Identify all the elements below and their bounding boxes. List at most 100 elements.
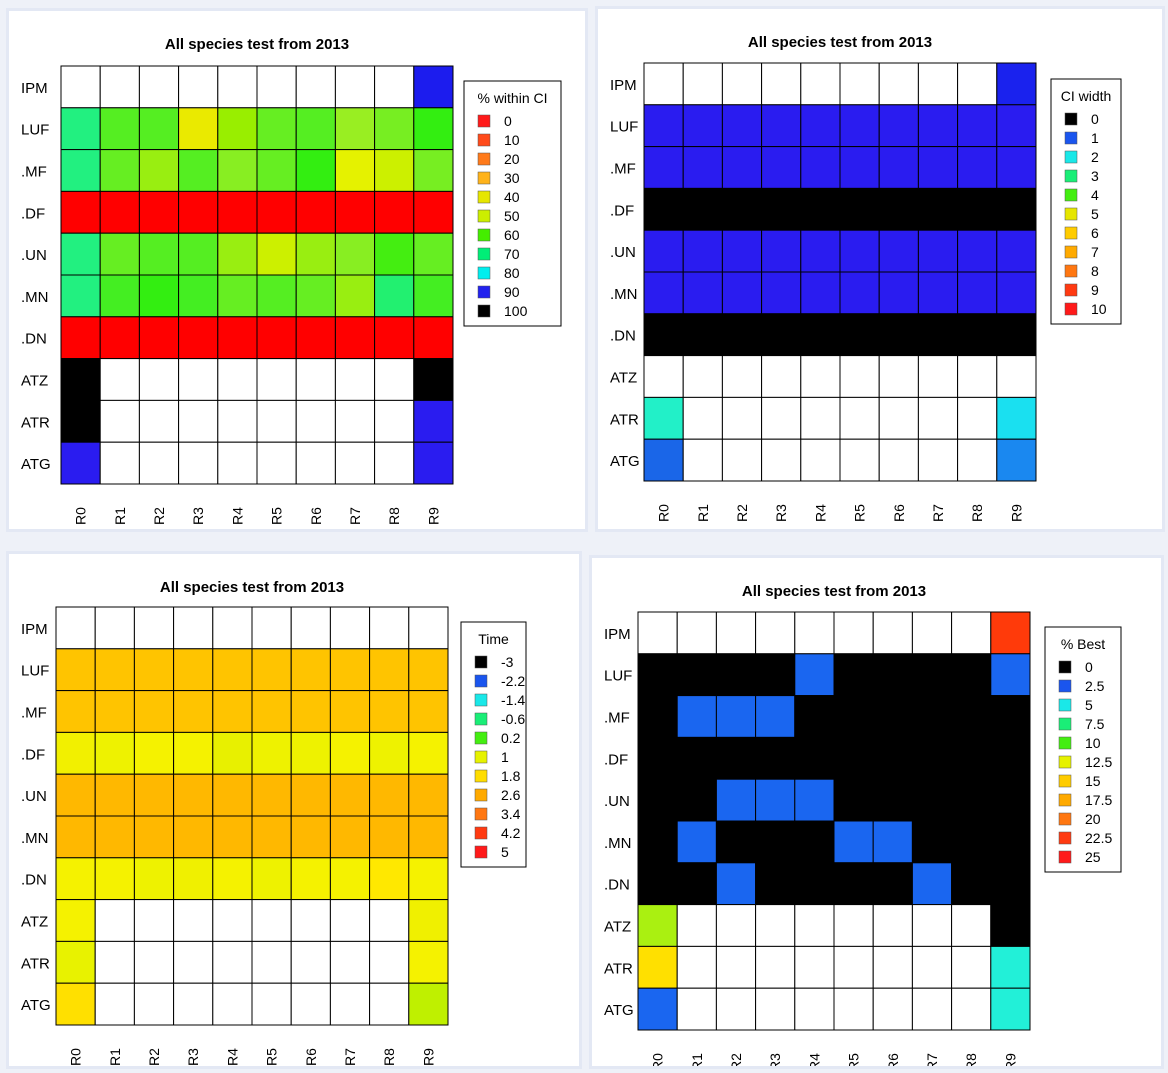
heatmap-cell: [212, 815, 253, 859]
column-label: R4: [806, 1053, 822, 1066]
legend-label: 60: [504, 227, 520, 243]
legend-label: 10: [504, 132, 520, 148]
heatmap-cell: [715, 820, 757, 864]
heatmap-cell: [329, 731, 371, 775]
heatmap-cell: [413, 149, 454, 192]
heatmap-cell: [761, 271, 802, 315]
heatmap-cell: [872, 820, 913, 864]
heatmap-cell: [872, 945, 913, 989]
heatmap-cell: [917, 104, 959, 148]
heatmap-cell: [951, 653, 992, 697]
row-label: ATG: [21, 997, 51, 1014]
heatmap-cell: [138, 399, 180, 443]
heatmap-cell: [637, 695, 678, 738]
heatmap-cell: [99, 190, 140, 234]
heatmap-cell: [413, 399, 454, 443]
heatmap-cell: [329, 690, 371, 733]
heatmap-cell: [295, 441, 336, 485]
heatmap-cell: [800, 229, 841, 273]
heatmap-cell: [55, 648, 96, 692]
heatmap-cell: [133, 690, 175, 733]
legend-swatch: [1058, 774, 1072, 788]
heatmap-cell: [173, 773, 214, 817]
heatmap-cell: [917, 396, 959, 440]
heatmap-cell: [329, 815, 371, 859]
heatmap-cell: [957, 62, 998, 106]
heatmap-cell: [251, 690, 292, 733]
row-label: .DF: [21, 746, 45, 763]
row-label: .MN: [21, 289, 49, 306]
legend-label: -2.2: [501, 673, 525, 689]
heatmap-cell: [990, 778, 1031, 822]
chart-title: All species test from 2013: [742, 583, 926, 600]
heatmap-cell: [133, 648, 175, 692]
heatmap-cell: [295, 149, 336, 192]
heatmap-cell: [99, 149, 140, 192]
heatmap-cell: [178, 358, 219, 401]
legend-label: 40: [504, 189, 520, 205]
heatmap-cell: [94, 899, 135, 942]
heatmap-cell: [833, 778, 874, 822]
heatmap-cell: [173, 690, 214, 733]
heatmap-svg: All species test from 2013 IPM LUF .MF .DF .U…: [604, 583, 1122, 1066]
heatmap-cell: [990, 820, 1031, 864]
heatmap-cell: [173, 815, 214, 859]
heatmap-cell: [911, 695, 953, 738]
heatmap-cell: [878, 146, 919, 189]
column-label: R6: [885, 1053, 901, 1066]
legend-label: 4: [1091, 187, 1099, 203]
heatmap-cell: [217, 274, 258, 318]
heatmap-cell: [637, 820, 678, 864]
heatmap-cell: [60, 399, 101, 443]
heatmap-cell: [173, 982, 214, 1026]
column-label: R8: [386, 507, 402, 525]
chart-title: All species test from 2013: [165, 36, 349, 53]
heatmap-cell: [761, 104, 802, 148]
heatmap-cell: [951, 862, 992, 906]
heatmap-cell: [94, 857, 135, 901]
heatmap-cell: [839, 313, 880, 357]
heatmap-cell: [55, 606, 96, 650]
legend-label: 1: [1091, 130, 1099, 146]
column-label: R7: [347, 507, 363, 525]
heatmap-cell: [60, 232, 101, 276]
heatmap-cell: [951, 611, 992, 655]
heatmap-cell: [94, 940, 135, 984]
legend-swatch: [474, 655, 488, 669]
heatmap-svg: All species test from 2013 IPM LUF .MF .DF .U…: [21, 36, 562, 525]
legend-swatch: [1064, 283, 1078, 297]
heatmap-cell: [94, 690, 135, 733]
legend-swatch: [474, 788, 488, 802]
heatmap-cell: [755, 820, 796, 864]
legend-label: 3.4: [501, 806, 521, 822]
heatmap-cell: [643, 104, 684, 148]
legend-swatch: [477, 228, 491, 242]
row-label: .DF: [21, 205, 45, 222]
heatmap-cell: [990, 653, 1031, 697]
legend-label: 70: [504, 246, 520, 262]
heatmap-cell: [290, 857, 331, 901]
row-label: ATR: [21, 955, 50, 972]
heatmap-cell: [682, 187, 723, 231]
heatmap-cell: [996, 187, 1037, 231]
chart-panel-time: All species test from 2013 IPM LUF .MF .DF .U…: [6, 551, 582, 1069]
heatmap-cell: [996, 104, 1037, 148]
heatmap-cell: [643, 229, 684, 273]
heatmap-cell: [755, 653, 796, 697]
legend-swatch: [474, 826, 488, 840]
heatmap-cell: [217, 316, 258, 360]
heatmap-cell: [251, 773, 292, 817]
heatmap-cell: [878, 229, 919, 273]
legend-label: 80: [504, 265, 520, 281]
heatmap-cell: [133, 940, 175, 984]
heatmap-cell: [761, 355, 802, 398]
heatmap-cell: [99, 399, 140, 443]
heatmap-cell: [99, 65, 140, 109]
heatmap-cell: [755, 904, 796, 947]
heatmap-cell: [256, 399, 297, 443]
heatmap-cell: [334, 65, 376, 109]
heatmap-cell: [833, 945, 874, 989]
heatmap-cell: [957, 104, 998, 148]
heatmap-cell: [643, 146, 684, 189]
heatmap-cell: [138, 149, 180, 192]
